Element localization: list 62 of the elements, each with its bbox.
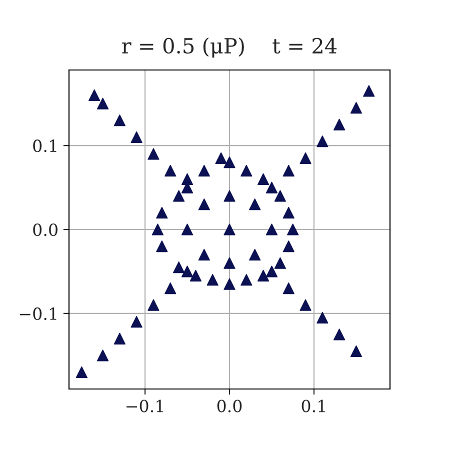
point [164,282,176,294]
point [249,198,261,210]
point [266,182,278,194]
point [240,274,252,286]
point [257,173,270,185]
point [224,257,236,269]
point [148,148,160,160]
point [114,332,126,344]
point [240,164,252,177]
point [164,164,176,177]
point [282,164,294,177]
point [173,261,185,274]
y-tick-label: 0.1 [33,140,56,152]
point [173,190,185,202]
point [300,152,312,164]
point [76,366,88,378]
point [266,224,278,236]
y-tick-label: −0.1 [20,307,56,320]
point [334,328,346,340]
point [257,270,270,282]
chart-title: r = 0.5 (μP) t = 24 [122,38,337,58]
point [287,224,299,236]
point [96,98,109,110]
point [350,102,362,114]
point [156,240,168,252]
x-tick-label: 0.1 [302,400,325,412]
point [96,350,109,362]
point [350,345,362,358]
point [181,266,194,278]
x-tick-label: −0.1 [126,400,163,412]
point [282,282,294,294]
point [274,190,286,202]
point [130,131,142,143]
point [266,266,278,278]
point [224,190,236,202]
point [224,156,236,168]
point [282,206,294,219]
point [156,206,168,219]
point [148,299,160,311]
x-tick-label: 0.0 [217,400,242,412]
point [88,89,100,101]
point [274,257,286,269]
point [198,198,210,210]
point [282,240,294,252]
point [190,270,202,282]
point [181,224,194,236]
y-tick-label: 0.0 [33,223,58,236]
point [114,114,126,126]
point [224,224,236,236]
point [316,136,328,148]
point [215,152,227,164]
point [198,248,210,260]
point [198,164,210,177]
point [224,278,236,290]
point [363,85,375,97]
point [152,224,164,236]
point [316,312,328,324]
point [300,299,312,311]
point [130,316,142,328]
point [206,274,218,286]
point [249,248,261,260]
point [334,118,346,130]
